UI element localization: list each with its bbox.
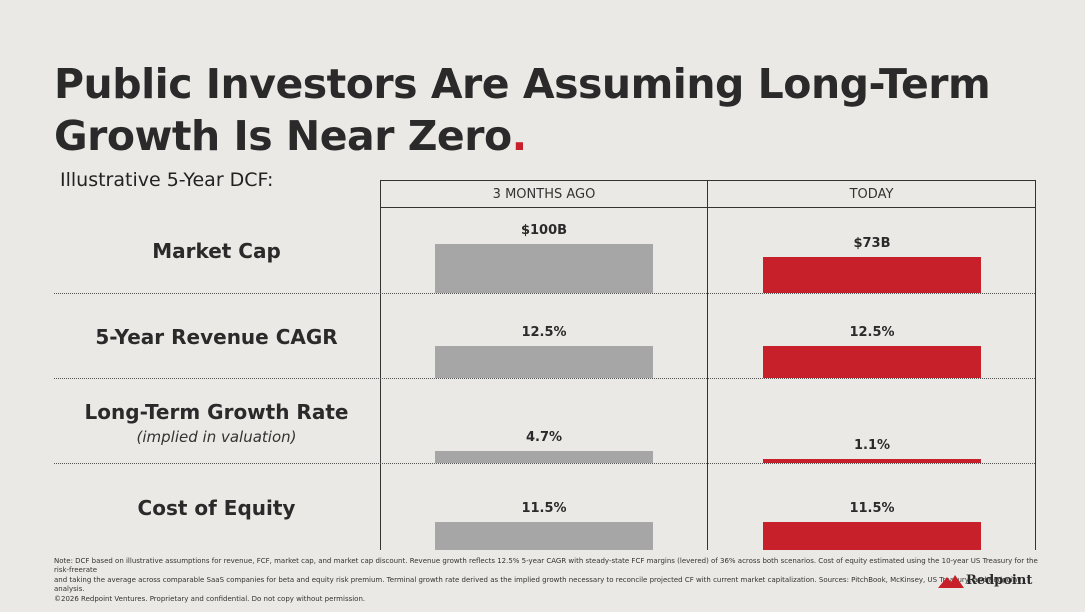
- subtitle: Illustrative 5-Year DCF:: [60, 169, 274, 191]
- bar-cost-of-equity-then: [435, 522, 653, 550]
- logo-text: Redpoint: [966, 572, 1033, 588]
- bar-revenue-cagr-then: [435, 346, 653, 378]
- title-red-dot: .: [511, 112, 528, 160]
- row-label-cost-of-equity: Cost of Equity: [137, 496, 296, 520]
- value-label-long-term-growth-today: 1.1%: [853, 438, 891, 453]
- bar-long-term-growth-then: [435, 451, 653, 463]
- bar-market-cap-then: [435, 244, 653, 293]
- row-divider: [54, 378, 1035, 379]
- column-header-then: 3 MONTHS AGO: [380, 180, 708, 208]
- row-sublabel-long-term-growth: (implied in valuation): [136, 428, 297, 446]
- page-title-text: Public Investors Are Assuming Long-Term …: [54, 60, 991, 160]
- bar-market-cap-today: [763, 257, 981, 293]
- row-divider: [54, 463, 1035, 464]
- page-title: Public Investors Are Assuming Long-Term …: [54, 58, 1044, 162]
- value-label-revenue-cagr-then: 12.5%: [521, 325, 567, 340]
- bar-long-term-growth-today: [763, 459, 981, 463]
- footnote-line: and taking the average across comparable…: [54, 575, 1020, 594]
- redpoint-logo: Redpoint: [938, 572, 1032, 588]
- copyright-line: ©2026 Redpoint Ventures. Proprietary and…: [54, 594, 366, 603]
- value-label-market-cap-then: $100B: [520, 223, 568, 238]
- value-label-cost-of-equity-today: 11.5%: [849, 501, 895, 516]
- column-header-today: TODAY: [707, 180, 1036, 208]
- value-label-long-term-growth-then: 4.7%: [525, 430, 563, 445]
- value-label-market-cap-today: $73B: [853, 236, 891, 252]
- footnote: Note: DCF based on illustrative assumpti…: [54, 557, 1039, 604]
- value-label-cost-of-equity-then: 11.5%: [521, 501, 567, 516]
- bar-revenue-cagr-today: [763, 346, 981, 378]
- redpoint-mark-icon: [938, 575, 964, 588]
- value-label-revenue-cagr-today: 12.5%: [849, 325, 895, 340]
- footnote-line: Note: DCF based on illustrative assumpti…: [54, 557, 1038, 575]
- row-divider: [54, 293, 1035, 294]
- column-frame-today: [707, 180, 1036, 550]
- row-label-long-term-growth: Long-Term Growth Rate: [84, 400, 349, 424]
- row-label-market-cap: Market Cap: [152, 239, 281, 263]
- bar-cost-of-equity-today: [763, 522, 981, 550]
- row-label-revenue-cagr: 5-Year Revenue CAGR: [95, 325, 338, 349]
